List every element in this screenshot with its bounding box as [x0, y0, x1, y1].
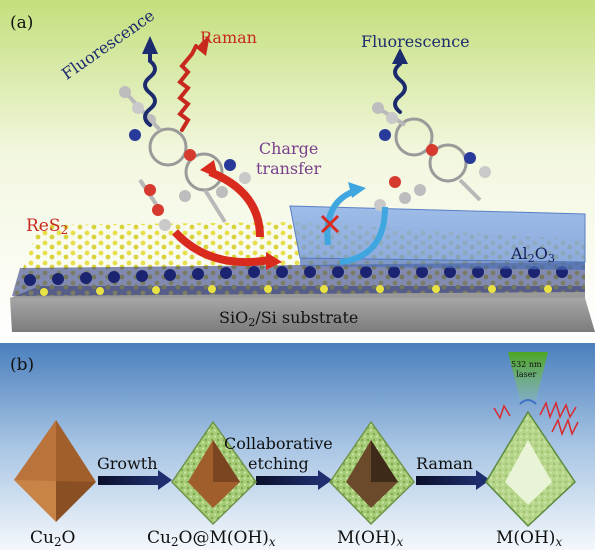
raman-wave [177, 44, 198, 132]
laser-label: 532 nm laser [511, 360, 542, 380]
fluorescence-label-right: Fluorescence [361, 32, 470, 51]
al2o3-label: Al2O3 [511, 244, 556, 265]
hollow-label-1: M(OH)x [337, 528, 404, 549]
core-shell-label: Cu2O@M(OH)x [147, 528, 276, 549]
res2-yellow-row [40, 285, 552, 296]
fluorescence-arrowhead-left [142, 36, 158, 54]
panel-b-label: (b) [10, 355, 35, 375]
res2-label: ReS2 [26, 216, 69, 237]
raman-arrowhead [196, 34, 210, 56]
charge-transfer-line1: Charge [258, 139, 319, 158]
res2-atom-row [24, 266, 568, 286]
hollow-label-2: M(OH)x [496, 528, 563, 549]
fluorescence-arrowhead-right [392, 48, 408, 64]
charge-transfer-line2: transfer [256, 159, 322, 178]
substrate-slab [10, 298, 595, 332]
step-growth-label: Growth [97, 454, 158, 473]
hollow-octahedron-1 [329, 420, 415, 526]
charge-arrow-up-head [266, 252, 282, 270]
step-etching-line2: etching [247, 454, 309, 473]
laser-lens [519, 399, 537, 405]
fluorescence-wave-left [143, 48, 157, 127]
left-molecule [119, 86, 251, 231]
laser-beam [508, 352, 548, 400]
process-arrow-3 [416, 470, 490, 490]
al2o3-edge [300, 258, 585, 270]
panel-b-background [0, 343, 595, 550]
charge-arrow-down [208, 168, 264, 238]
laser-label-line2: laser [516, 370, 537, 379]
charge-transfer-label: Charge transfer [256, 139, 321, 179]
charge-arrow-up [172, 229, 271, 267]
raman-signal-lines [493, 400, 579, 437]
blocked-arrow-head [348, 182, 366, 198]
process-arrow-2 [256, 470, 332, 490]
fluorescence-wave-right [393, 58, 407, 114]
substrate-label: SiO2/Si substrate [219, 308, 359, 329]
blocked-arrow-up [339, 206, 388, 265]
laser-label-line1: 532 nm [511, 360, 542, 369]
cu2o-octahedron [14, 420, 96, 522]
step-etching-line1: Collaborative [224, 434, 333, 453]
core-shell-octahedron [171, 420, 257, 526]
charge-arrow-down-head [200, 160, 218, 178]
raman-label: Raman [200, 28, 257, 47]
cu2o-label: Cu2O [30, 528, 76, 549]
panel-a-label: (a) [10, 13, 34, 33]
step-etching-label: Collaborative etching [224, 434, 333, 474]
process-arrow-1 [98, 470, 172, 490]
hollow-octahedron-2 [485, 410, 576, 528]
blocked-cross-icon [320, 214, 340, 234]
step-raman-label: Raman [416, 454, 473, 473]
right-molecule [372, 102, 491, 211]
